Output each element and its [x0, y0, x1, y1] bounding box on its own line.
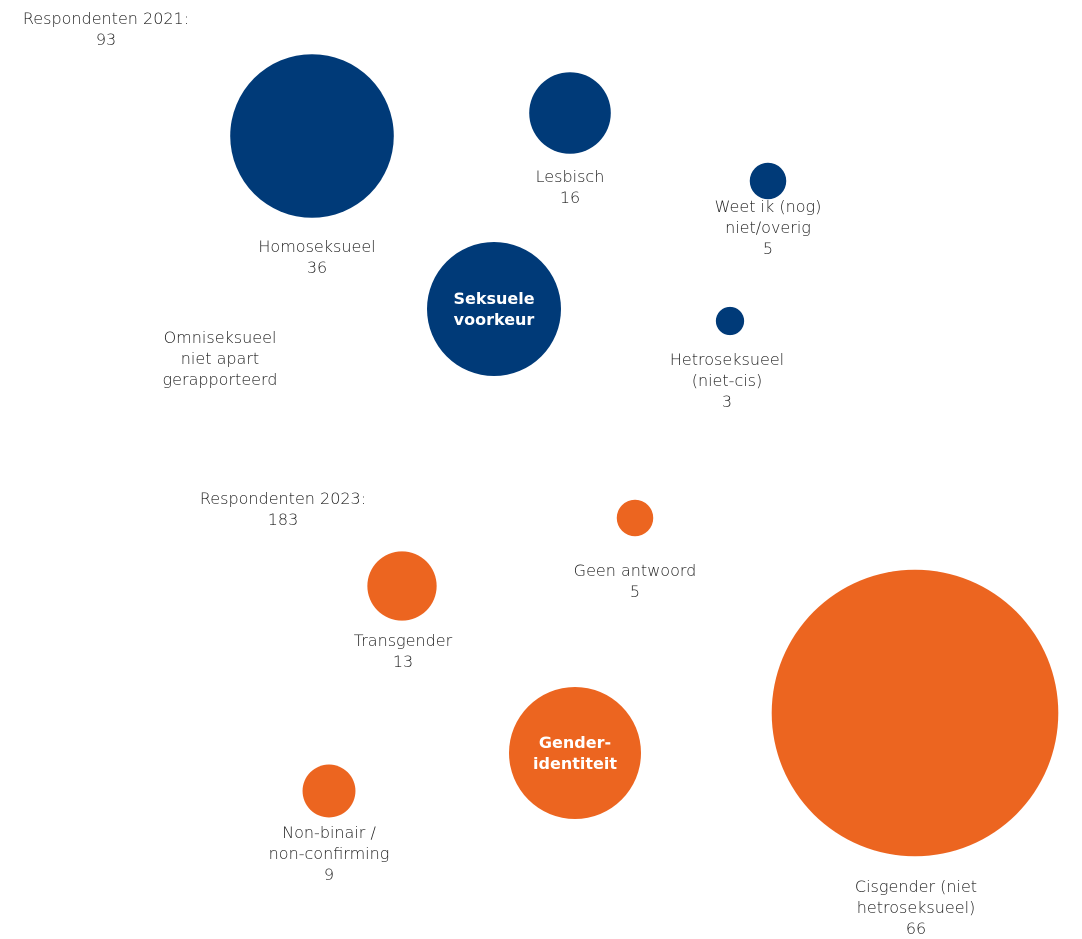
- bubble: [749, 162, 787, 200]
- annotation: Omniseksueel niet apart gerapporteerd: [162, 328, 278, 389]
- bubble-label: Geen antwoord 5: [574, 560, 697, 602]
- category-label: Geen antwoord: [573, 561, 697, 580]
- category-label: Transgender: [353, 631, 453, 650]
- respondents: Respondenten 2023: 183: [200, 488, 366, 530]
- value-label: 5: [762, 239, 774, 258]
- category-label: Homoseksueel: [258, 237, 376, 256]
- group-circle: [509, 687, 641, 819]
- category-label: Weet ik (nog) niet/overig: [714, 197, 822, 237]
- group-name: Seksuele voorkeur: [453, 289, 535, 329]
- bubble: [367, 551, 437, 621]
- category-label: Hetroseksueel (niet-cis): [669, 350, 785, 390]
- value-label: 3: [721, 392, 733, 411]
- value-label: 5: [629, 582, 641, 601]
- bubble: [230, 54, 394, 218]
- value-label: 13: [392, 652, 414, 671]
- bubble: [529, 72, 611, 154]
- respondents-value: 93: [95, 30, 117, 49]
- bubble: [616, 499, 654, 537]
- respondents-value: 183: [267, 510, 299, 529]
- bubble-label: Non-binair / non-confirming 9: [269, 822, 390, 885]
- category-label: Lesbisch: [535, 167, 605, 186]
- respondents: Respondenten 2021: 93: [23, 8, 189, 50]
- respondents-label: Respondenten 2021:: [22, 9, 190, 28]
- group-circle: [427, 242, 561, 376]
- bubble: [302, 764, 356, 818]
- bubble: [771, 569, 1059, 857]
- value-label: 16: [559, 188, 581, 207]
- respondents-label: Respondenten 2023:: [199, 489, 367, 508]
- group-name: Gender- identiteit: [533, 733, 617, 773]
- bubble-label: Transgender 13: [354, 630, 452, 672]
- category-label: Cisgender (niet hetroseksueel): [854, 877, 978, 917]
- bubble: [715, 306, 745, 336]
- bubble-label: Homoseksueel 36: [258, 236, 375, 278]
- bubble-label: Hetroseksueel (niet-cis) 3: [670, 349, 784, 412]
- bubble-label: Cisgender (niet hetroseksueel) 66: [833, 876, 999, 939]
- value-label: 36: [306, 258, 328, 277]
- bubble-label: Weet ik (nog) niet/overig 5: [715, 196, 822, 259]
- category-label: Non-binair / non-confirming: [268, 823, 390, 863]
- value-label: 9: [323, 865, 335, 884]
- value-label: 66: [905, 919, 927, 938]
- bubble-label: Lesbisch 16: [536, 166, 605, 208]
